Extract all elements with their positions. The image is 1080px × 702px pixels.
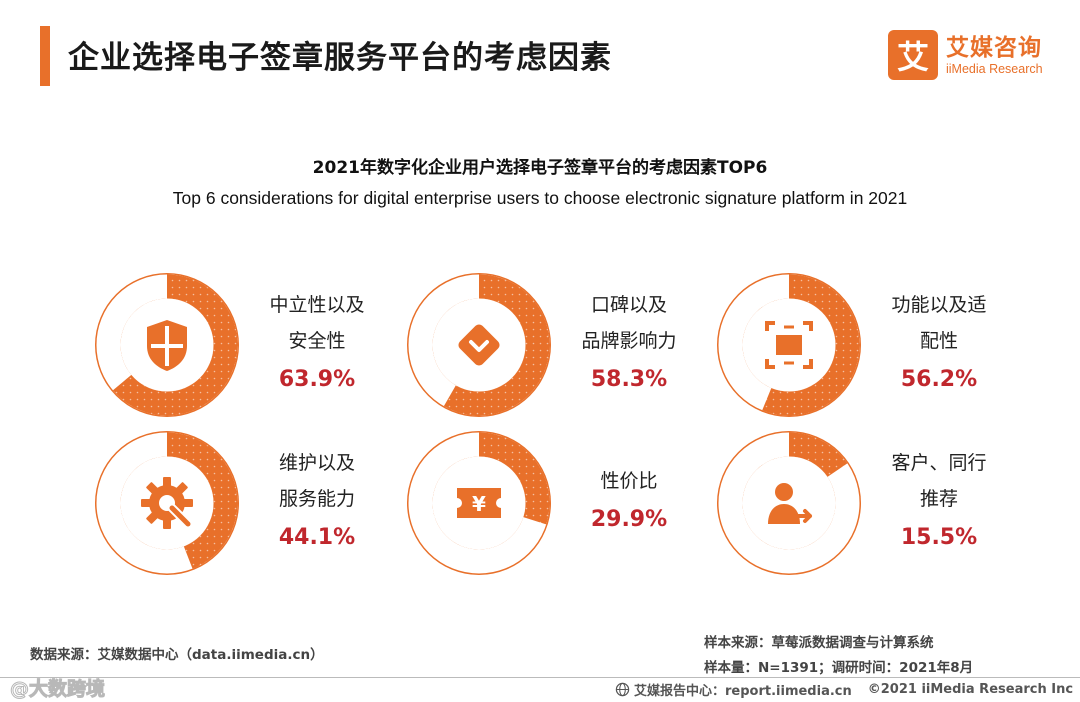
chart-subtitle: Top 6 considerations for digital enterpr… [172,188,908,208]
factor-tile: 口碑以及品牌影响力 58.3% [404,270,704,420]
user-referral-icon [768,483,812,524]
factor-label: 客户、同行 推荐 [864,445,1014,517]
donut-value-arc [166,432,238,569]
donut-value-arc [788,432,848,478]
factor-label-line: 维护以及 [278,452,355,474]
donut-chart [717,431,861,575]
logo-cn-name: 艾媒咨询 [946,34,1042,61]
factor-percent: 29.9% [590,507,668,532]
factor-label: 中立性以及 安全性 [242,287,392,359]
footer-divider [0,677,1080,678]
factor-tile: 客户、同行推荐 15.5% [714,428,1014,578]
footer-credits: 艾媒报告中心：report.iimedia.cn ©2021 iiMedia R… [615,680,1073,699]
logo-text: 艾媒咨询 iiMedia Research [946,35,1043,76]
factor-percent: 15.5% [900,525,978,550]
factor-percent: 56.2% [900,367,978,392]
factor-label-line: 功能以及适 [891,294,987,316]
donut-hole [742,456,836,550]
shield-icon [147,320,187,371]
chart-title: 2021年数字化企业用户选择电子签章平台的考虑因素TOP6 [312,158,768,178]
factor-tile: 维护以及服务能力 44.1% [92,428,392,578]
report-center-link[interactable]: 艾媒报告中心：report.iimedia.cn [634,684,852,699]
factor-label-line: 推荐 [919,488,958,510]
factor-label: 维护以及 服务能力 [242,445,392,517]
factor-percent: 44.1% [278,525,356,550]
globe-icon [615,682,630,697]
svg-text:¥: ¥ [472,492,486,516]
factor-label-line: 中立性以及 [269,294,365,316]
brand-logo: 艾 艾媒咨询 iiMedia Research [888,30,1043,80]
frame-icon [765,321,813,369]
factor-label-line: 性价比 [600,470,658,492]
factor-label-line: 配性 [919,330,958,352]
factor-percent: 58.3% [590,367,668,392]
logo-en-name: iiMedia Research [946,61,1043,76]
factor-label: 性价比 [554,463,704,499]
copyright: ©2021 iiMedia Research Inc [867,682,1074,697]
factor-label-line: 口碑以及 [590,294,667,316]
factor-label: 功能以及适 配性 [864,287,1014,359]
donut-value-arc [112,274,238,416]
factor-label: 口碑以及 品牌影响力 [554,287,704,359]
factor-label-line: 服务能力 [278,488,355,510]
factor-label-line: 品牌影响力 [581,330,677,352]
logo-mark: 艾 [888,30,938,80]
watermark: @大数跨境 [9,678,106,701]
factor-tile: ¥ 性价比 29.9% [404,428,704,578]
donut-value-arc [762,274,860,416]
factor-tile: 中立性以及安全性 63.9% [92,270,392,420]
sample-source: 样本来源：草莓派数据调查与计算系统 [704,635,934,651]
badge-check-icon [458,324,500,366]
donut-value-arc [478,432,550,525]
factor-label-line: 客户、同行 [891,452,987,474]
factor-label-line: 安全性 [288,330,346,352]
page-title: 企业选择电子签章服务平台的考虑因素 [68,40,612,76]
factor-tile: 功能以及适配性 56.2% [714,270,1014,420]
factor-percent: 63.9% [278,367,356,392]
data-source: 数据来源：艾媒数据中心（data.iimedia.cn） [30,647,324,663]
title-accent-bar [40,26,50,86]
yen-ticket-icon: ¥ [457,488,501,518]
donut-value-arc [443,274,550,416]
gear-wrench-icon [141,477,193,529]
sample-size: 样本量：N=1391；调研时间：2021年8月 [704,660,974,676]
